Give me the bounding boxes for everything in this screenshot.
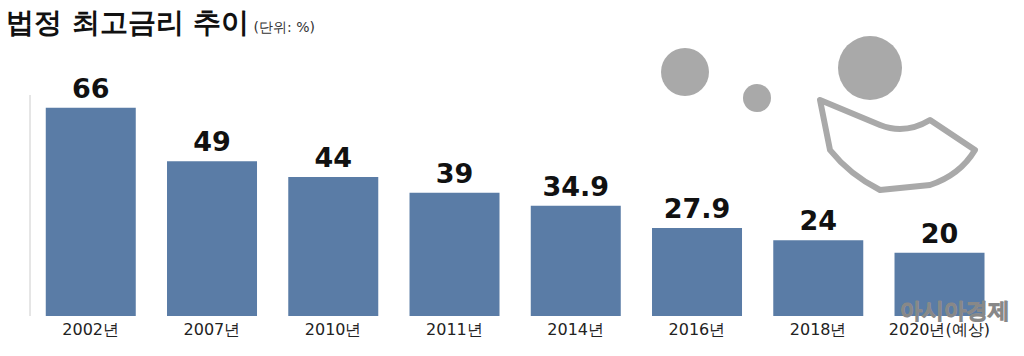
svg-text:2014년: 2014년 xyxy=(547,320,604,339)
html-text:아시아경제: 아시아경제 xyxy=(900,298,1010,323)
svg-text:44: 44 xyxy=(314,142,352,173)
html-text:법정 최고금리 추이: 법정 최고금리 추이 xyxy=(6,6,250,39)
svg-text:2007년: 2007년 xyxy=(184,320,241,339)
svg-text:20: 20 xyxy=(921,218,959,249)
svg-text:2011년: 2011년 xyxy=(426,320,483,339)
svg-text:27.9: 27.9 xyxy=(664,193,731,224)
svg-text:39: 39 xyxy=(436,158,474,189)
svg-text:2010년: 2010년 xyxy=(305,320,362,339)
svg-text:2018년: 2018년 xyxy=(790,320,847,339)
svg-text:2016년: 2016년 xyxy=(669,320,726,339)
svg-text:2020년(예상): 2020년(예상) xyxy=(889,320,990,339)
html-text:(단위: %): (단위: %) xyxy=(253,19,315,35)
svg-text:34.9: 34.9 xyxy=(542,171,609,202)
svg-text:2002년: 2002년 xyxy=(62,320,119,339)
svg-text:49: 49 xyxy=(193,126,231,157)
svg-text:24: 24 xyxy=(799,205,837,236)
svg-text:66: 66 xyxy=(72,73,110,104)
